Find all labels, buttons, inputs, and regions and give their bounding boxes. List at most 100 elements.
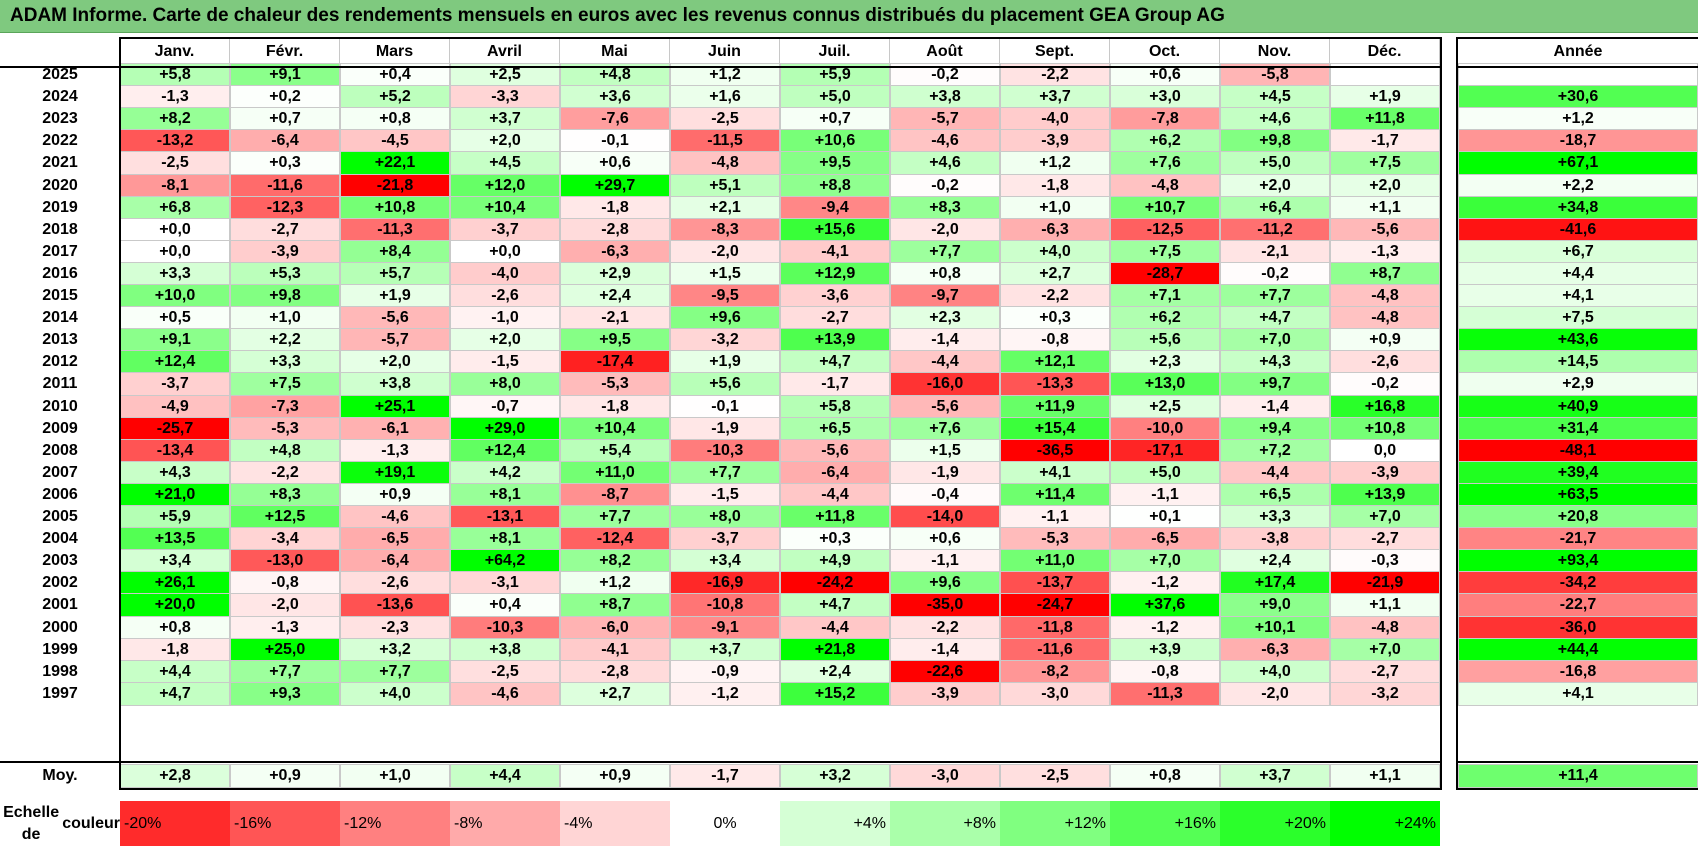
- heatmap-cell: +5,6: [670, 372, 780, 397]
- heatmap-cell: +7,0: [1330, 505, 1440, 529]
- heatmap-cell: +9,5: [780, 151, 890, 176]
- heatmap-cell: +6,2: [1110, 129, 1220, 154]
- heatmap-cell: +3,3: [230, 350, 340, 375]
- heatmap-cell: +2,7: [1000, 261, 1110, 286]
- year-label: 2013: [42, 331, 78, 349]
- heatmap-cell: +2,4: [560, 284, 670, 308]
- annual-total-cell: +31,4: [1458, 416, 1698, 441]
- heatmap-cell: +0,8: [890, 261, 1000, 286]
- heatmap-cell: +8,7: [1330, 261, 1440, 286]
- month-header: Janv.: [120, 38, 230, 66]
- year-label: 2016: [42, 264, 78, 282]
- heatmap-cell: -6,5: [340, 527, 450, 552]
- heatmap-cell: -1,9: [670, 416, 780, 441]
- chart-title-bar: ADAM Informe. Carte de chaleur des rende…: [0, 0, 1698, 33]
- heatmap-cell: +8,3: [230, 482, 340, 507]
- annual-total-cell: -18,7: [1458, 129, 1698, 154]
- heatmap-cell: -6,3: [1000, 217, 1110, 242]
- heatmap-cell: +8,3: [890, 195, 1000, 220]
- heatmap-cell: -4,0: [1000, 107, 1110, 132]
- heatmap-cell: +3,3: [120, 261, 230, 286]
- heatmap-cell: +12,9: [780, 261, 890, 286]
- heatmap-cell: -8,7: [560, 482, 670, 507]
- average-cell: +1,1: [1330, 764, 1440, 788]
- heatmap-cell: -2,6: [340, 571, 450, 596]
- heatmap-cell: +25,0: [230, 637, 340, 662]
- heatmap-cell: +1,1: [1330, 195, 1440, 220]
- year-label: 1999: [42, 640, 78, 658]
- heatmap-cell: +11,4: [1000, 482, 1110, 507]
- heatmap-cell: +2,2: [230, 328, 340, 353]
- heatmap-cell: -2,6: [1330, 350, 1440, 375]
- heatmap-cell: -2,5: [120, 151, 230, 176]
- year-label: 2001: [42, 596, 78, 614]
- heatmap-cell: -9,4: [780, 195, 890, 220]
- annual-total-cell: +34,8: [1458, 195, 1698, 220]
- heatmap-cell: +4,5: [450, 151, 560, 176]
- heatmap-cell: +12,4: [450, 438, 560, 463]
- color-scale-swatch: -8%: [450, 801, 560, 846]
- heatmap-cell: -13,7: [1000, 571, 1110, 596]
- heatmap-cell: -0,2: [1220, 261, 1330, 286]
- heatmap-cell: -3,2: [670, 328, 780, 353]
- annual-total-cell: +67,1: [1458, 151, 1698, 176]
- heatmap-cell: -6,4: [230, 129, 340, 154]
- heatmap-cell: -11,3: [340, 217, 450, 242]
- heatmap-cell: +10,1: [1220, 615, 1330, 640]
- year-label: 2017: [42, 242, 78, 260]
- heatmap-cell: -10,3: [450, 615, 560, 640]
- heatmap-cell: -1,3: [340, 438, 450, 463]
- heatmap-cell: -7,3: [230, 394, 340, 419]
- heatmap-cell: -2,8: [560, 217, 670, 242]
- heatmap-cell: -4,8: [1330, 306, 1440, 331]
- heatmap-cell: +9,8: [230, 284, 340, 308]
- heatmap-cell: -0,1: [560, 129, 670, 154]
- average-cell: +0,9: [230, 764, 340, 788]
- month-header: Nov.: [1220, 38, 1330, 66]
- heatmap-cell: -9,1: [670, 615, 780, 640]
- average-cell: +3,7: [1220, 764, 1330, 788]
- heatmap-cell: -11,3: [1110, 681, 1220, 706]
- heatmap-cell: +4,0: [340, 681, 450, 706]
- heatmap-cell: -4,8: [1110, 173, 1220, 198]
- average-separator: [0, 761, 1442, 763]
- heatmap-cell: +15,2: [780, 681, 890, 706]
- heatmap-cell: +0,3: [780, 527, 890, 552]
- heatmap-cell: +0,2: [230, 85, 340, 110]
- heatmap-cell: +9,6: [670, 306, 780, 331]
- heatmap-cell: -13,3: [1000, 372, 1110, 397]
- heatmap-cell: +10,0: [120, 284, 230, 308]
- heatmap-cell: +7,2: [1220, 438, 1330, 463]
- heatmap-cell: -1,8: [1000, 173, 1110, 198]
- heatmap-cell: -6,3: [560, 239, 670, 264]
- heatmap-cell: -7,8: [1110, 107, 1220, 132]
- year-label: 2015: [42, 287, 78, 304]
- annual-total-cell: +2,2: [1458, 173, 1698, 198]
- month-header: Mars: [340, 38, 450, 66]
- heatmap-cell: +11,0: [560, 460, 670, 485]
- annual-total-cell: +93,4: [1458, 549, 1698, 574]
- heatmap-cell: -4,6: [450, 681, 560, 706]
- heatmap-cell: -2,0: [230, 593, 340, 618]
- heatmap-cell: +9,1: [120, 328, 230, 353]
- heatmap-cell: -3,0: [1000, 681, 1110, 706]
- year-label: 2023: [42, 110, 78, 128]
- heatmap-cell: +8,7: [560, 593, 670, 618]
- year-label: 1998: [42, 662, 78, 680]
- heatmap-cell: +5,8: [780, 394, 890, 419]
- heatmap-cell: +15,4: [1000, 416, 1110, 441]
- heatmap-cell: +11,0: [1000, 549, 1110, 574]
- heatmap-cell: +4,3: [1220, 350, 1330, 375]
- heatmap-cell: -2,0: [670, 239, 780, 264]
- heatmap-cell: +1,9: [340, 284, 450, 308]
- heatmap-cell: -5,3: [1000, 527, 1110, 552]
- heatmap-cell: -8,2: [1000, 659, 1110, 684]
- heatmap-cell: +1,9: [670, 350, 780, 375]
- heatmap-cell: +7,7: [340, 659, 450, 684]
- heatmap-cell: +0,0: [450, 239, 560, 264]
- heatmap-cell: +17,4: [1220, 571, 1330, 596]
- heatmap-cell: -1,9: [890, 460, 1000, 485]
- month-header: Juin: [670, 38, 780, 66]
- heatmap-cell: -2,2: [890, 615, 1000, 640]
- heatmap-cell: -12,4: [560, 527, 670, 552]
